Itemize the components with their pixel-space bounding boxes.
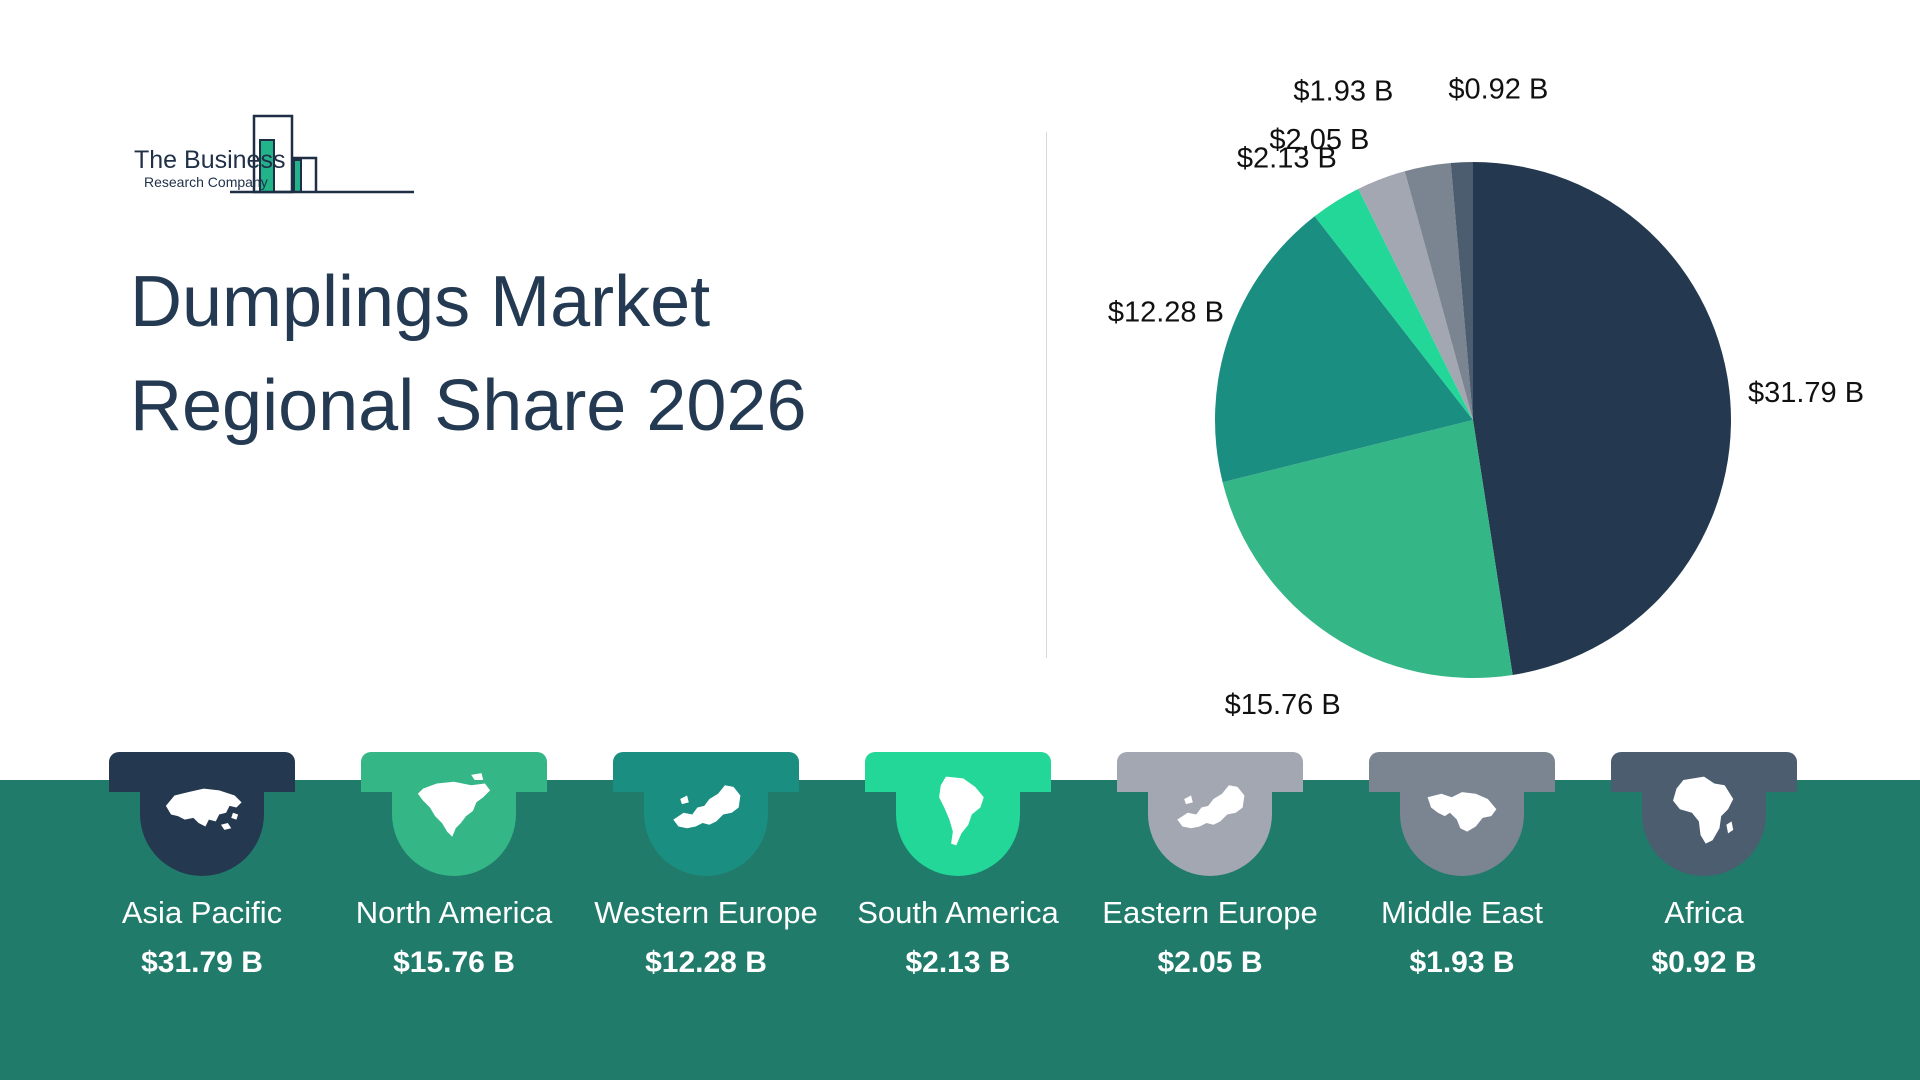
divider (1046, 132, 1047, 658)
building-chart-icon (230, 114, 414, 194)
europe-map-icon (673, 785, 741, 829)
page-title: Dumplings Market Regional Share 2026 (130, 250, 890, 458)
pie-label-eastern-europe: $2.05 B (1269, 124, 1369, 156)
title-line-1: Dumplings Market (130, 262, 711, 342)
south-america-map-icon (939, 776, 984, 846)
region-value: $31.79 B (141, 946, 263, 979)
region-card-north-america: North America $15.76 B (324, 0, 584, 979)
region-name: Western Europe (594, 895, 818, 930)
region-name: North America (355, 895, 553, 930)
region-name: Asia Pacific (121, 895, 283, 930)
pie-slice-eastern-europe (1358, 171, 1473, 420)
asia-map-icon (165, 788, 242, 830)
pie-slice-western-europe (1215, 216, 1473, 483)
region-card-western-europe: Western Europe $12.28 B (576, 0, 836, 979)
pie-label-asia-pacific: $31.79 B (1748, 377, 1864, 409)
region-card-middle-east: Middle East $1.93 B (1332, 0, 1592, 979)
logo-subname: Research Company (144, 174, 268, 190)
region-name: Africa (1664, 895, 1744, 930)
logo-name: The Business (134, 146, 286, 174)
region-card-south-america: South America $2.13 B (828, 0, 1088, 979)
pie-label-south-america: $2.13 B (1237, 142, 1337, 174)
region-value: $15.76 B (393, 946, 515, 979)
pie-label-western-europe: $12.28 B (1108, 296, 1224, 328)
region-value: $0.92 B (1651, 946, 1757, 979)
region-value: $2.13 B (905, 946, 1011, 979)
pie-slice-north-america (1222, 420, 1513, 678)
pie-label-africa: $0.92 B (1448, 74, 1548, 106)
region-value: $2.05 B (1157, 946, 1263, 979)
pie-slice-asia-pacific (1473, 162, 1731, 675)
pie-slice-africa (1450, 162, 1473, 420)
company-logo: The Business Research Company (134, 108, 434, 200)
region-card-africa: Africa $0.92 B (1574, 0, 1834, 979)
region-value: $1.93 B (1409, 946, 1515, 979)
north-america-map-icon (417, 773, 491, 837)
africa-map-icon (1673, 776, 1734, 844)
region-card-eastern-europe: Eastern Europe $2.05 B (1080, 0, 1340, 979)
region-name: Eastern Europe (1102, 895, 1318, 930)
region-name: Middle East (1381, 895, 1543, 930)
region-value: $12.28 B (645, 946, 767, 979)
europe-map-icon (1177, 785, 1245, 829)
middle-east-map-icon (1427, 792, 1497, 832)
pie-slice-south-america (1314, 188, 1473, 420)
pie-label-north-america: $15.76 B (1225, 689, 1341, 721)
pie-chart: $31.79 B $15.76 B $12.28 B $2.13 B$2.05 B $1… (1108, 74, 1864, 722)
pie-label-middle-east: $1.93 B (1293, 75, 1393, 107)
region-card-asia-pacific: Asia Pacific $31.79 B (72, 0, 332, 979)
pie-slice-middle-east (1404, 162, 1473, 420)
title-line-2: Regional Share 2026 (130, 366, 807, 446)
region-name: South America (857, 895, 1059, 930)
